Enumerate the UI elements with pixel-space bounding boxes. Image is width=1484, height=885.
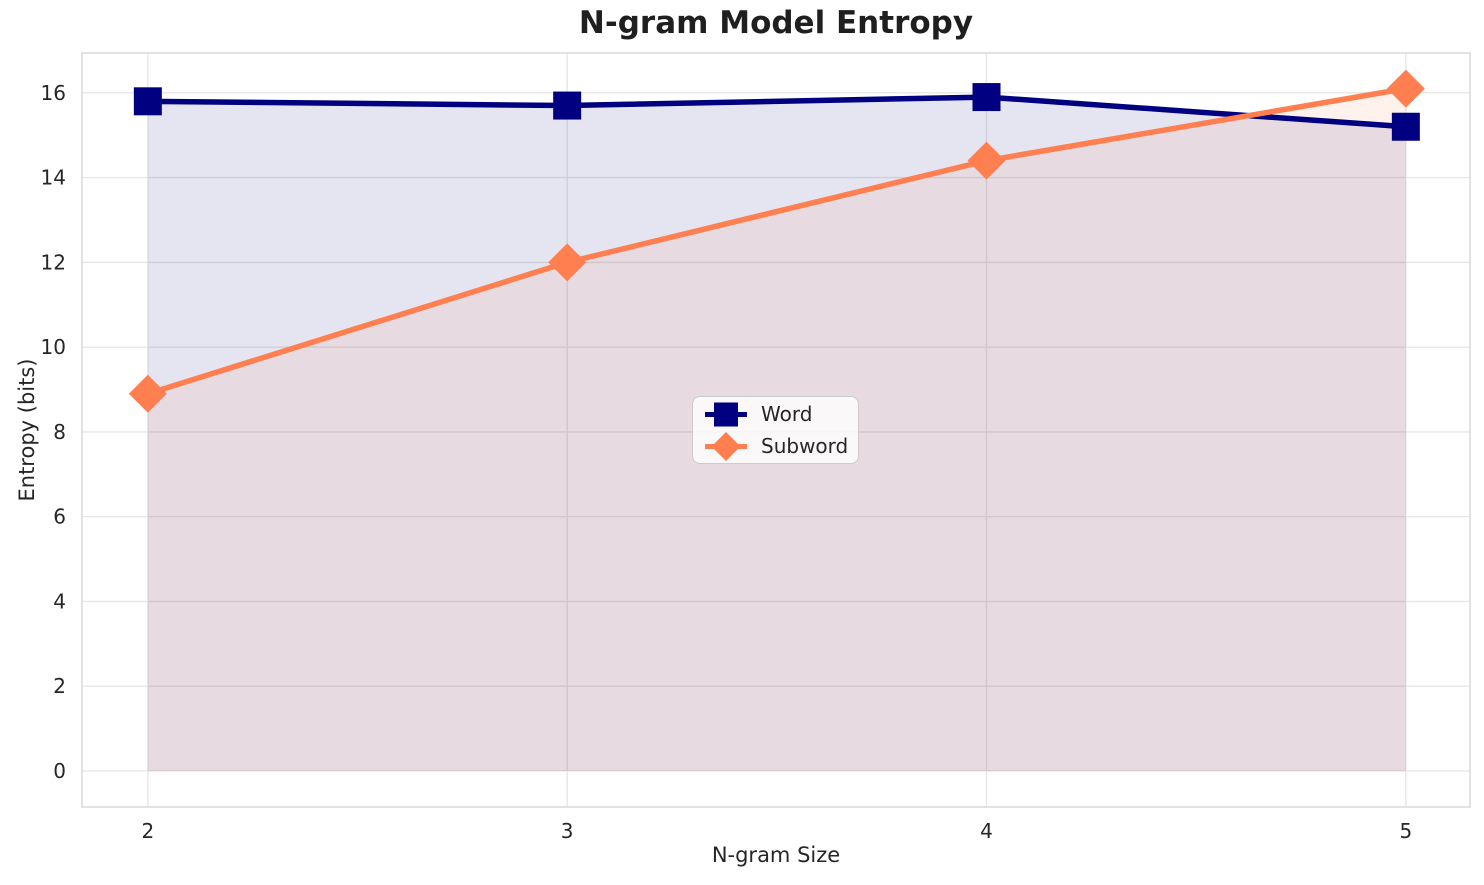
word-marker	[1391, 112, 1420, 141]
y-tick-label: 2	[53, 674, 66, 698]
y-tick-label: 8	[53, 420, 66, 444]
word-marker	[972, 83, 1001, 112]
y-axis-label: Entropy (bits)	[15, 358, 39, 502]
x-tick-label: 4	[980, 819, 993, 843]
subword-marker	[128, 374, 167, 413]
legend-item-word: Word	[703, 400, 848, 429]
y-tick-label: 6	[53, 505, 66, 529]
word-line	[145, 94, 1409, 130]
plot-border	[81, 52, 1471, 808]
legend-item-subword: Subword	[703, 431, 849, 461]
y-tick-label: 10	[41, 335, 66, 359]
subword-marker	[548, 243, 587, 282]
legend: Word Subword	[692, 396, 859, 464]
y-tick-label: 16	[41, 81, 66, 105]
chart-title: N-gram Model Entropy	[578, 5, 974, 41]
y-tick-label: 12	[41, 250, 66, 274]
word-marker	[553, 91, 582, 120]
subword-marker	[967, 141, 1006, 180]
subword-line	[145, 85, 1409, 397]
x-tick-label: 3	[561, 819, 574, 843]
x-axis-label: N-gram Size	[711, 843, 841, 867]
y-tick-label: 0	[53, 759, 66, 783]
legend-label-subword: Subword	[761, 434, 849, 458]
y-tick-label: 4	[53, 589, 66, 613]
subword-marker	[1386, 69, 1425, 108]
subword-diamond-marker-icon	[705, 431, 747, 461]
y-tick-label: 14	[41, 166, 66, 190]
x-tick-label: 5	[1399, 819, 1412, 843]
legend-label-word: Word	[761, 402, 813, 426]
x-tick-label: 2	[141, 819, 154, 843]
word-marker	[133, 87, 162, 116]
word-square-marker-icon	[705, 402, 747, 426]
